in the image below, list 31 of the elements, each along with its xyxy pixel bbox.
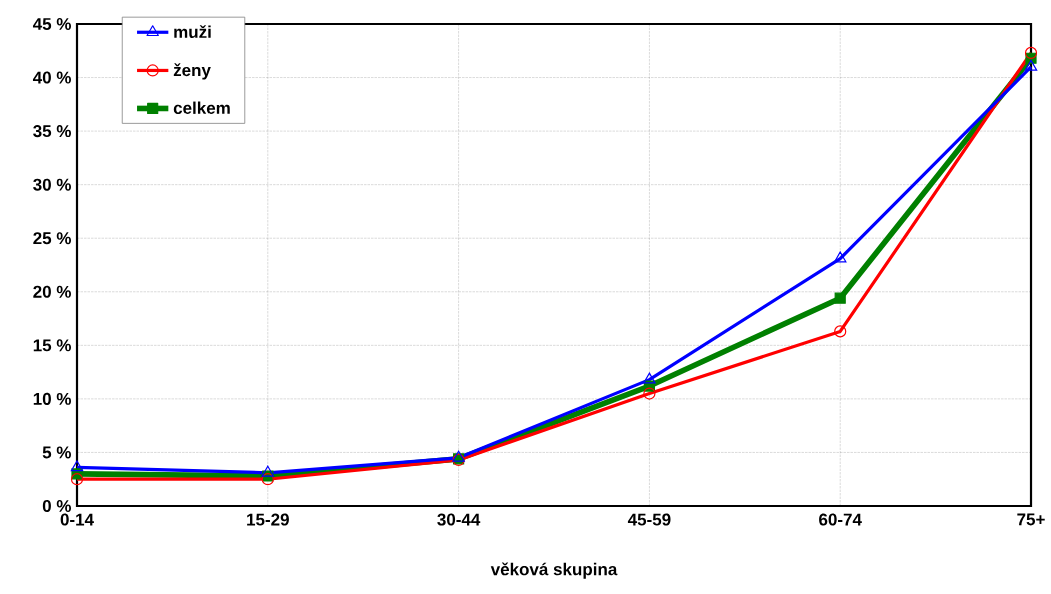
point: [70, 460, 84, 472]
point: [834, 292, 846, 304]
x-axis-title: věková skupina: [490, 562, 618, 579]
y-tick-label: 30 %: [33, 178, 71, 191]
legend-label: ženy: [173, 63, 211, 80]
point: [261, 473, 274, 486]
y-tick-label: 25 %: [33, 232, 71, 245]
y-tick-label: 10 %: [33, 392, 71, 405]
x-tick-label: 30-44: [437, 513, 481, 526]
point: [1024, 46, 1038, 60]
y-tick-label: 0 %: [42, 499, 71, 513]
y-tick-label: 15 %: [33, 339, 71, 352]
point: [1024, 59, 1038, 71]
x-tick-label: 60-74: [819, 513, 862, 526]
point: [643, 387, 656, 400]
point: [834, 325, 847, 338]
y-tick-label: 35 %: [33, 125, 71, 138]
point: [833, 251, 847, 263]
y-tick-label: 45 %: [32, 18, 71, 30]
x-tick-label: 0-14: [60, 513, 94, 526]
y-tick-label: 20 %: [33, 285, 71, 298]
legend-label: muži: [174, 25, 211, 39]
point: [643, 372, 656, 384]
x-tick-label: 75+: [1017, 513, 1045, 526]
point: [70, 473, 84, 486]
y-tick-label: 5 %: [42, 446, 71, 459]
x-tick-label: 15-29: [247, 513, 289, 526]
x-tick-label: 45-59: [627, 513, 671, 526]
y-tick-label: 40 %: [32, 71, 71, 84]
legend-label: celkem: [173, 101, 230, 115]
point: [261, 465, 275, 477]
